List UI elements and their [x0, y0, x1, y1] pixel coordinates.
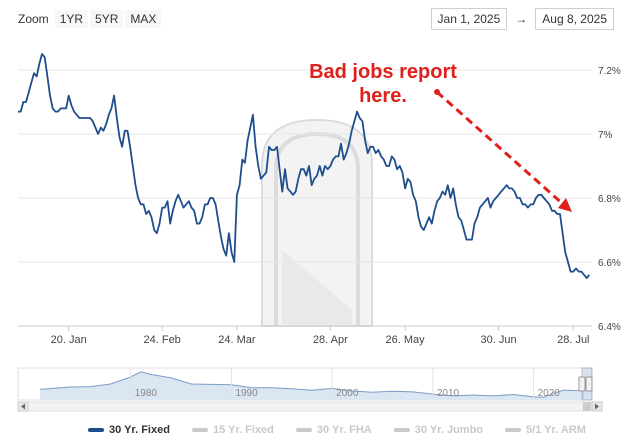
- scrollbar-thumb: [583, 402, 591, 411]
- navigator-line: [40, 371, 585, 398]
- legend-swatch-icon: [393, 428, 410, 432]
- navigator-year-label: 2000: [336, 388, 359, 399]
- range-to-input[interactable]: Aug 8, 2025: [535, 8, 614, 30]
- annotation-arrow-line: [436, 90, 565, 207]
- navigator-year-label: 1980: [135, 388, 158, 399]
- zoom-5yr-button[interactable]: 5YR: [90, 10, 124, 28]
- legend-item-30yr-fixed[interactable]: 30 Yr. Fixed: [88, 424, 170, 436]
- annotation-arrowhead-icon: [558, 198, 572, 212]
- y-tick-label: 6.6%: [598, 258, 621, 269]
- annotation-line-1: Bad jobs report: [309, 61, 457, 83]
- y-tick-label: 7.2%: [598, 66, 621, 77]
- legend-label: 15 Yr. Fixed: [212, 424, 274, 436]
- range-arrow-icon: →: [515, 12, 528, 26]
- navigator-year-label: 2020: [538, 388, 561, 399]
- legend-item-5-1-arm[interactable]: 5/1 Yr. ARM: [505, 424, 586, 436]
- navigator-year-label: 2010: [437, 388, 460, 399]
- legend-swatch-icon: [295, 428, 312, 432]
- scroll-right-arrow-icon: [595, 403, 599, 410]
- scrollbar-track: [17, 401, 593, 412]
- legend-swatch-icon: [88, 428, 104, 432]
- x-tick-label: 26. May: [386, 334, 426, 346]
- legend-label: 30 Yr. FHA: [316, 424, 372, 436]
- legend-label: 30 Yr. Fixed: [109, 424, 170, 436]
- legend-swatch-icon: [191, 428, 208, 432]
- watermark-ramp: [282, 250, 352, 326]
- zoom-label: Zoom: [18, 12, 49, 26]
- navigator-handle-right: [585, 376, 593, 392]
- zoom-bar: Zoom 1YR 5YR MAX: [18, 10, 162, 28]
- legend-item-15yr-fixed[interactable]: 15 Yr. Fixed: [191, 424, 274, 436]
- range-from-input[interactable]: Jan 1, 2025: [430, 8, 508, 30]
- date-range: Jan 1, 2025 → Aug 8, 2025: [430, 8, 614, 30]
- x-tick-label: 20. Jan: [51, 334, 87, 346]
- legend-label: 30 Yr. Jumbo: [414, 424, 484, 436]
- y-tick-label: 6.8%: [598, 194, 621, 205]
- zoom-max-button[interactable]: MAX: [125, 10, 162, 28]
- legend-swatch-icon: [505, 428, 522, 432]
- x-tick-label: 24. Feb: [144, 334, 181, 346]
- annotation-line-2: here.: [359, 85, 407, 107]
- navigator-area: [40, 371, 584, 400]
- navigator-handle-left: [578, 376, 586, 392]
- x-tick-label: 28. Apr: [313, 334, 348, 346]
- zoom-1yr-button[interactable]: 1YR: [54, 10, 89, 28]
- x-tick-label: 28. Jul: [557, 334, 589, 346]
- y-tick-label: 7%: [598, 130, 613, 141]
- x-tick-label: 30. Jun: [481, 334, 517, 346]
- legend: 30 Yr. Fixed 15 Yr. Fixed 30 Yr. FHA 30 …: [88, 424, 586, 436]
- legend-label: 5/1 Yr. ARM: [526, 424, 586, 436]
- scroll-left-arrow-icon: [21, 403, 25, 410]
- navigator-year-label: 1990: [235, 388, 258, 399]
- y-tick-label: 6.4%: [598, 322, 621, 333]
- legend-item-30yr-fha[interactable]: 30 Yr. FHA: [295, 424, 372, 436]
- legend-item-30yr-jumbo[interactable]: 30 Yr. Jumbo: [393, 424, 484, 436]
- annotation-start-dot: [434, 89, 440, 95]
- annotation-text: Bad jobs report here.: [298, 60, 468, 108]
- series-line-30yr-fixed: [18, 53, 590, 279]
- x-tick-label: 24. Mar: [218, 334, 256, 346]
